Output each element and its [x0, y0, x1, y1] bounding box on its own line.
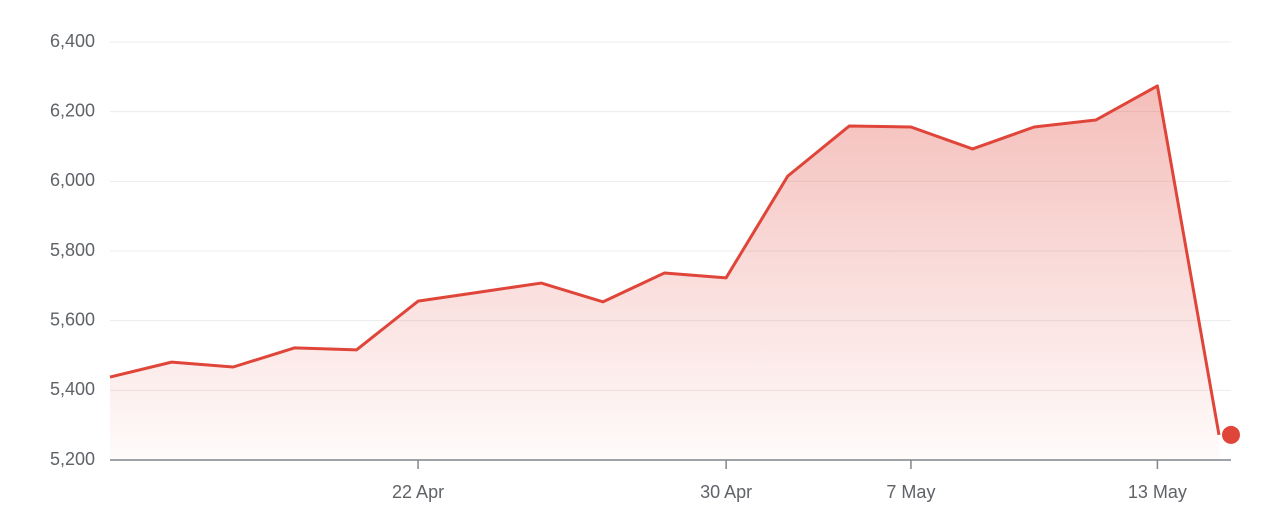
y-tick-label: 5,600 — [50, 309, 95, 329]
y-tick-label: 6,400 — [50, 31, 95, 51]
x-tick-label: 13 May — [1128, 482, 1187, 502]
y-tick-label: 5,400 — [50, 379, 95, 399]
x-tick-label: 30 Apr — [700, 482, 752, 502]
x-tick-label: 22 Apr — [392, 482, 444, 502]
last-point — [1222, 425, 1240, 444]
x-tick-label: 7 May — [886, 482, 935, 502]
y-tick-label: 6,200 — [50, 100, 95, 120]
y-tick-label: 5,800 — [50, 240, 95, 260]
price-line — [109, 84, 1221, 436]
y-tick-label: 5,200 — [50, 449, 95, 469]
y-tick-label: 6,000 — [50, 170, 95, 190]
